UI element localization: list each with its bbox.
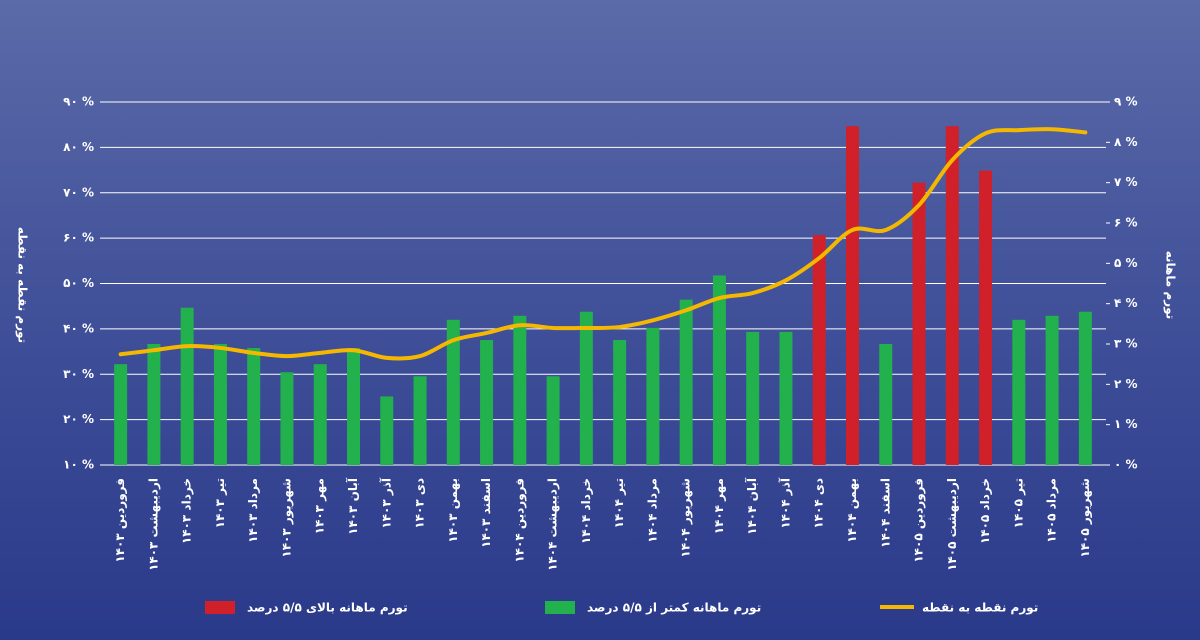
y-tick-label: ۴۰ % (63, 321, 94, 335)
bar (879, 344, 893, 465)
x-tick-label: تیر ۱۴۰۴ (612, 478, 626, 528)
bar (712, 275, 726, 465)
x-tick-label: اردیبهشت ۱۴۰۴ (546, 478, 560, 571)
bar (147, 344, 161, 465)
x-tick-label: اسفند ۱۴۰۴ (878, 478, 892, 548)
y2-axis-title: تورم ماهانه (1163, 251, 1178, 319)
y-tick-label: ۱۰ % (63, 458, 94, 472)
bar (313, 364, 327, 465)
bar (513, 315, 527, 465)
bar (912, 182, 926, 465)
y2-tick-label: ۹ % (1114, 95, 1138, 109)
bar (746, 331, 760, 465)
x-tick-label: فروردین ۱۴۰۳ (113, 478, 128, 563)
x-tick-label: خرداد ۱۴۰۴ (579, 478, 593, 544)
y-tick-label: ۲۰ % (63, 412, 94, 426)
bar (480, 339, 494, 465)
bar (679, 299, 693, 465)
x-tick-label: بهمن ۱۴۰۳ (446, 478, 460, 543)
y2-tick-label: ۲ % (1114, 377, 1138, 391)
x-tick-label: مهر ۱۴۰۳ (313, 478, 327, 534)
bar (1012, 319, 1026, 465)
bar (1045, 315, 1059, 465)
legend-label: تورم ماهانه بالای ۵/۵ درصد (247, 601, 408, 616)
bar (812, 235, 826, 465)
x-tick-label: تیر ۱۴۰۳ (213, 478, 227, 528)
x-tick-label: شهریور ۱۴۰۳ (279, 478, 294, 558)
bar (945, 126, 959, 465)
x-tick-label: شهریور ۱۴۰۵ (1078, 478, 1093, 558)
x-tick-label: آبان ۱۴۰۴ (744, 477, 759, 535)
bar (446, 319, 460, 465)
x-tick-label: اردیبهشت ۱۴۰۳ (146, 478, 160, 571)
y-tick-label: ۸۰ % (63, 140, 94, 154)
bar (546, 376, 560, 465)
bar (846, 126, 859, 465)
legend-swatch (205, 601, 235, 614)
legend-swatch (545, 601, 575, 614)
x-tick-label: دی ۱۴۰۴ (812, 478, 826, 529)
y-tick-label: ۹۰ % (63, 95, 94, 109)
x-tick-label: فروردین ۱۴۰۵ (912, 478, 927, 563)
x-tick-label: اسفند ۱۴۰۳ (479, 478, 493, 548)
y2-tick-label: ۴ % (1114, 296, 1138, 310)
x-tick-label: اردیبهشت ۱۴۰۵ (945, 478, 959, 571)
x-tick-label: آذر ۱۴۰۳ (378, 477, 393, 529)
y-axis-title: تورم نقطه به نقطه (15, 227, 30, 343)
bar (979, 170, 993, 466)
bar (213, 344, 227, 465)
y-tick-label: ۳۰ % (63, 367, 94, 381)
bar (380, 396, 394, 465)
y-tick-label: ۷۰ % (63, 185, 94, 199)
bar (779, 331, 793, 465)
x-tick-label: مرداد ۱۴۰۳ (246, 478, 260, 543)
bar (413, 376, 427, 465)
x-tick-label: بهمن ۱۴۰۴ (845, 478, 859, 543)
bar (1078, 311, 1092, 465)
line (118, 127, 1088, 361)
x-tick-label: آذر ۱۴۰۴ (777, 477, 792, 529)
legend-label: تورم نقطه به نقطه (922, 601, 1038, 616)
x-tick-label: آبان ۱۴۰۳ (345, 477, 360, 535)
y2-tick-label: ۵ % (1114, 256, 1138, 270)
y-tick-label: ۵۰ % (63, 276, 94, 290)
y2-tick-label: ۸ % (1114, 135, 1138, 149)
bar (613, 339, 627, 465)
y2-tick-label: ۱ % (1114, 417, 1138, 431)
y2-tick-label: ۷ % (1114, 175, 1138, 189)
bar (280, 372, 294, 465)
x-tick-label: مرداد ۱۴۰۵ (1045, 478, 1059, 543)
x-tick-label: خرداد ۱۴۰۵ (978, 478, 992, 544)
x-tick-label: فروردین ۱۴۰۴ (512, 478, 527, 563)
x-tick-label: مرداد ۱۴۰۴ (645, 478, 659, 543)
y-tick-label: ۶۰ % (63, 231, 94, 245)
bar (114, 364, 128, 465)
x-tick-label: تیر ۱۴۰۵ (1011, 478, 1025, 528)
y2-tick-label: ۶ % (1114, 216, 1138, 230)
bar (247, 348, 261, 465)
bar (579, 311, 593, 465)
x-tick-label: مهر ۱۴۰۴ (712, 478, 726, 534)
bar (347, 348, 360, 465)
bar (180, 307, 194, 465)
y2-tick-label: ۳ % (1114, 337, 1138, 351)
bar (646, 327, 660, 465)
x-tick-label: خرداد ۱۴۰۳ (180, 478, 194, 544)
legend-label: تورم ماهانه کمتر از ۵/۵ درصد (587, 601, 761, 616)
x-tick-label: شهریور ۱۴۰۴ (679, 478, 694, 558)
y2-tick-label: ۰ % (1114, 458, 1138, 472)
x-tick-label: دی ۱۴۰۳ (413, 478, 427, 529)
